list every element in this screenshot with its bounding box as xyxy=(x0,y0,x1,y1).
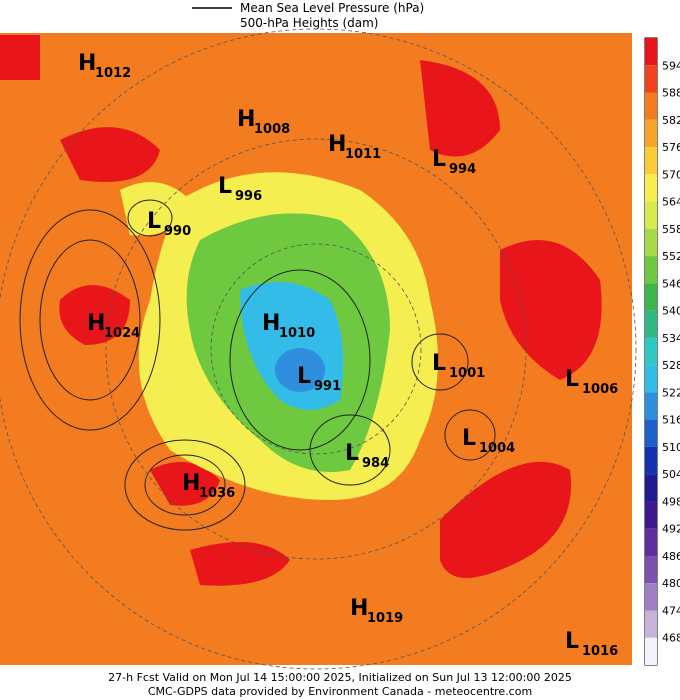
footer-credit: CMC-GDPS data provided by Environment Ca… xyxy=(148,685,532,698)
colorbar-cell xyxy=(645,256,657,284)
pressure-center-value: 994 xyxy=(449,162,476,177)
isobar xyxy=(444,409,496,461)
isobar xyxy=(411,333,469,391)
colorbar-label: 576 xyxy=(662,141,680,154)
pressure-center-value: 984 xyxy=(362,456,389,471)
colorbar-label: 486 xyxy=(662,550,680,563)
pressure-center-kind: H xyxy=(328,132,346,157)
trough-core xyxy=(275,348,325,392)
isobar xyxy=(144,454,226,516)
colorbar-cell xyxy=(645,501,657,529)
colorbar-label: 570 xyxy=(662,168,680,181)
pressure-center-kind: H xyxy=(78,51,96,76)
colorbar-label: 582 xyxy=(662,114,680,127)
pressure-center-kind: H xyxy=(87,311,105,336)
pressure-center-kind: H xyxy=(237,107,255,132)
colorbar-label: 510 xyxy=(662,441,680,454)
colorbar-cell xyxy=(645,583,657,611)
pressure-center-kind: H xyxy=(350,596,368,621)
pressure-center-kind: L xyxy=(462,426,476,451)
colorbar-label: 546 xyxy=(662,277,680,290)
colorbar-cell xyxy=(645,283,657,311)
colorbar-cell xyxy=(645,38,657,66)
pressure-center-kind: L xyxy=(297,364,311,389)
pressure-center-kind: L xyxy=(218,174,232,199)
isobar xyxy=(309,414,391,486)
colorbar-cell xyxy=(645,446,657,475)
colorbar-cell xyxy=(645,228,657,257)
map xyxy=(0,28,637,670)
pressure-center-value: 990 xyxy=(164,224,191,239)
colorbar-label: 504 xyxy=(662,468,680,481)
colorbar-cell xyxy=(645,92,657,120)
colorbar-label: 480 xyxy=(662,577,680,590)
pressure-center-value: 1006 xyxy=(582,382,618,397)
colorbar-label: 528 xyxy=(662,359,680,372)
pressure-center-kind: L xyxy=(432,351,446,376)
colorbar-label: 522 xyxy=(662,386,680,399)
pressure-center-kind: L xyxy=(565,367,579,392)
colorbar-label: 552 xyxy=(662,250,680,263)
colorbar-label: 564 xyxy=(662,196,680,209)
pressure-center-kind: L xyxy=(147,209,161,234)
colorbar-cell xyxy=(645,365,657,393)
pressure-center-value: 1016 xyxy=(582,644,618,659)
pressure-center-kind: H xyxy=(182,471,200,496)
colorbar-cell xyxy=(645,610,657,638)
colorbar-label: 534 xyxy=(662,332,680,345)
pressure-center-value: 1001 xyxy=(449,366,485,381)
pressure-center-value: 1011 xyxy=(345,147,381,162)
colorbar-cell xyxy=(645,337,657,366)
colorbar-label: 492 xyxy=(662,523,680,536)
isobar xyxy=(127,199,173,237)
colorbar-label: 540 xyxy=(662,305,680,318)
colorbar-cell xyxy=(645,555,657,584)
latitude-circle xyxy=(0,28,637,670)
colorbar-label: 594 xyxy=(662,59,680,72)
pressure-center-value: 1004 xyxy=(479,441,515,456)
pressure-center-value: 991 xyxy=(314,379,341,394)
warm-areas xyxy=(0,35,602,586)
pressure-center-value: 1019 xyxy=(367,611,403,626)
legend-heights: 500-hPa Heights (dam) xyxy=(240,16,378,30)
pressure-center-value: 1036 xyxy=(199,486,235,501)
pressure-center-kind: L xyxy=(565,629,579,654)
latitude-circle xyxy=(210,243,422,455)
latitude-circle xyxy=(105,138,527,560)
colorbar-cell xyxy=(645,637,657,665)
isobar xyxy=(229,269,371,451)
colorbar-cell xyxy=(645,419,657,447)
colorbar-label: 468 xyxy=(662,632,680,645)
colorbar-cell xyxy=(645,201,657,229)
isobar xyxy=(19,209,161,431)
colorbar-label: 516 xyxy=(662,414,680,427)
pressure-center-value: 996 xyxy=(235,189,262,204)
pressure-center-value: 1008 xyxy=(254,122,290,137)
legend-mslp: Mean Sea Level Pressure (hPa) xyxy=(240,1,424,15)
colorbar-cell xyxy=(645,119,657,148)
pressure-center-kind: L xyxy=(345,441,359,466)
colorbar-label: 474 xyxy=(662,604,680,617)
colorbar-label: 498 xyxy=(662,495,680,508)
colorbar-cell xyxy=(645,310,657,338)
pressure-center-value: 1010 xyxy=(279,326,315,341)
pressure-center-value: 1012 xyxy=(95,66,131,81)
footer-valid: 27-h Fcst Valid on Mon Jul 14 15:00:00 2… xyxy=(108,671,572,684)
colorbar-cell xyxy=(645,474,657,502)
pressure-center-value: 1024 xyxy=(104,326,140,341)
isobar xyxy=(124,439,246,531)
colorbar-label: 588 xyxy=(662,87,680,100)
pressure-center-kind: L xyxy=(432,147,446,172)
colorbar-cell xyxy=(645,65,657,93)
colorbar-cell xyxy=(645,174,657,202)
colorbar-label: 558 xyxy=(662,223,680,236)
colorbar-cell xyxy=(645,528,657,556)
pressure-center-kind: H xyxy=(262,311,280,336)
colorbar-cell xyxy=(645,147,657,175)
isobar xyxy=(39,239,141,401)
colorbar-cell xyxy=(645,392,657,420)
